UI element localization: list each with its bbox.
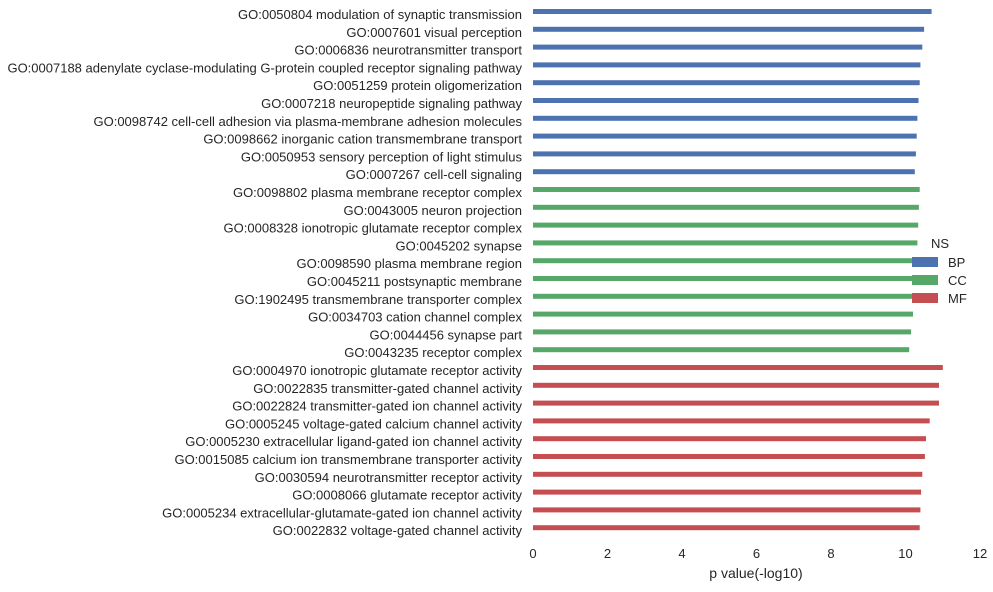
y-tick-label: GO:0008066 glutamate receptor activity <box>292 488 522 503</box>
y-tick-label: GO:0045202 synapse <box>396 238 522 253</box>
bar-mf <box>533 507 921 513</box>
y-tick-label: GO:0004970 ionotropic glutamate receptor… <box>232 363 522 378</box>
bar-mf <box>533 418 930 424</box>
bar-cc <box>533 329 912 335</box>
y-tick-label: GO:0022824 transmitter-gated ion channel… <box>232 399 522 414</box>
bar-cc <box>533 240 918 246</box>
bar-bp <box>533 26 925 32</box>
bar-mf <box>533 436 926 442</box>
bar-cc <box>533 187 920 192</box>
y-tick-label: GO:0007267 cell-cell signaling <box>346 167 522 182</box>
x-tick-label: 10 <box>898 546 912 561</box>
bar-bp <box>533 151 916 157</box>
y-tick-label: GO:0098742 cell-cell adhesion via plasma… <box>93 114 522 129</box>
y-tick-label: GO:0007218 neuropeptide signaling pathwa… <box>261 96 522 111</box>
bar-bp <box>533 133 917 139</box>
bar-mf <box>533 454 925 459</box>
y-tick-label: GO:0043005 neuron projection <box>343 203 522 218</box>
y-tick-label: GO:0005234 extracellular-glutamate-gated… <box>162 505 522 520</box>
legend-swatch-bp <box>912 257 938 267</box>
y-tick-label: GO:0007188 adenylate cyclase-modulating … <box>7 60 522 75</box>
legend: NS BP CC MF <box>912 236 967 306</box>
bar-cc <box>533 258 917 264</box>
x-axis-label: p value(-log10) <box>709 565 802 581</box>
y-tick-label: GO:1902495 transmembrane transporter com… <box>234 292 522 307</box>
y-tick-label: GO:0098590 plasma membrane region <box>297 256 522 271</box>
bar-mf <box>533 525 920 531</box>
y-tick-labels: GO:0050804 modulation of synaptic transm… <box>7 7 522 538</box>
y-tick-label: GO:0015085 calcium ion transmembrane tra… <box>174 452 522 467</box>
bar-bp <box>533 80 920 86</box>
bar-bp <box>533 9 932 14</box>
legend-title: NS <box>931 236 949 251</box>
y-tick-label: GO:0022832 voltage-gated channel activit… <box>273 523 523 538</box>
y-tick-label: GO:0043235 receptor complex <box>344 345 522 360</box>
x-tick-label: 8 <box>827 546 834 561</box>
x-tick-label: 4 <box>678 546 685 561</box>
x-tick-label: 12 <box>973 546 987 561</box>
bar-cc <box>533 311 913 317</box>
bar-mf <box>533 471 923 477</box>
bar-mf <box>533 365 943 370</box>
bar-cc <box>533 276 916 281</box>
y-tick-label: GO:0005245 voltage-gated calcium channel… <box>225 416 523 431</box>
bar-mf <box>533 489 922 495</box>
bar-cc <box>533 222 919 228</box>
legend-label-mf: MF <box>948 291 967 306</box>
y-tick-label: GO:0098802 plasma membrane receptor comp… <box>233 185 523 200</box>
bar-bp <box>533 98 919 103</box>
bar-mf <box>533 382 939 388</box>
bar-bp <box>533 62 921 68</box>
legend-label-bp: BP <box>948 255 965 270</box>
y-tick-label: GO:0045211 postsynaptic membrane <box>307 274 522 289</box>
y-tick-label: GO:0050953 sensory perception of light s… <box>241 149 523 164</box>
y-tick-label: GO:0050804 modulation of synaptic transm… <box>238 7 522 22</box>
y-tick-label: GO:0030594 neurotransmitter receptor act… <box>255 470 523 485</box>
y-tick-label: GO:0007601 visual perception <box>346 25 522 40</box>
y-tick-label: GO:0022835 transmitter-gated channel act… <box>253 381 522 396</box>
legend-label-cc: CC <box>948 273 967 288</box>
y-tick-label: GO:0034703 cation channel complex <box>308 310 522 325</box>
bar-bp <box>533 115 918 121</box>
bar-bp <box>533 169 915 175</box>
bar-cc <box>533 293 916 299</box>
y-tick-label: GO:0005230 extracellular ligand-gated io… <box>185 434 522 449</box>
bar-cc <box>533 204 919 210</box>
y-tick-label: GO:0006836 neurotransmitter transport <box>294 43 522 58</box>
legend-swatch-cc <box>912 275 938 285</box>
bar-cc <box>533 347 910 353</box>
x-tick-label: 0 <box>529 546 536 561</box>
y-tick-label: GO:0051259 protein oligomerization <box>313 78 522 93</box>
bars-layer <box>533 9 943 531</box>
legend-swatch-mf <box>912 293 938 303</box>
bar-bp <box>533 44 923 50</box>
bar-mf <box>533 400 939 406</box>
x-tick-label: 2 <box>604 546 611 561</box>
y-tick-label: GO:0044456 synapse part <box>370 327 523 342</box>
x-axis: 0 2 4 6 8 10 12 <box>529 546 987 561</box>
y-tick-label: GO:0008328 ionotropic glutamate receptor… <box>224 221 523 236</box>
y-tick-label: GO:0098662 inorganic cation transmembran… <box>203 132 522 147</box>
x-tick-label: 6 <box>753 546 760 561</box>
